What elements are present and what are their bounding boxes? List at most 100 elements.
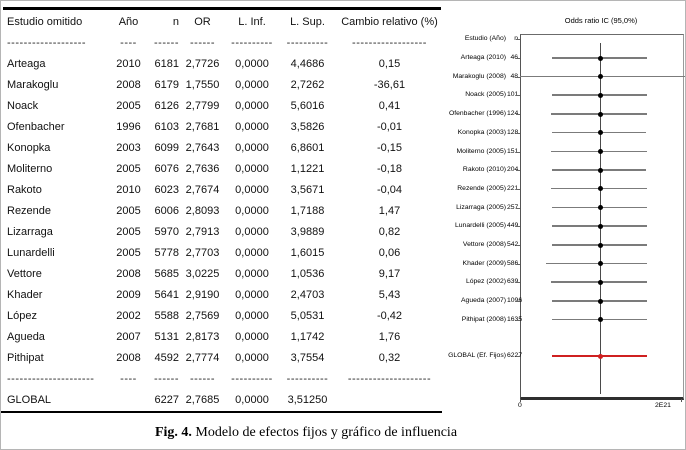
table-cell: 6006 <box>154 205 179 217</box>
table-cell: 2,8173 <box>185 331 220 343</box>
table-cell: 0,0000 <box>235 121 269 133</box>
table-cell: L. Sup. <box>290 16 325 28</box>
figure-caption-text: Modelo de efectos fijos y gráfico de inf… <box>191 425 458 440</box>
table-cell: ---------- <box>231 37 273 49</box>
table-cell: Konopka <box>7 142 51 154</box>
study-label: Lizarraga (2005) <box>456 203 506 211</box>
odds-ratio-dot <box>597 55 603 61</box>
study-n-value: 204 <box>507 166 519 174</box>
table-cell: ------ <box>154 373 179 385</box>
study-label: Pithipat (2008) <box>461 315 506 323</box>
axis-tick <box>516 226 520 228</box>
table-cell: -36,61 <box>373 79 406 91</box>
table-bottom-rule <box>1 411 442 413</box>
table-cell: 0,82 <box>378 226 401 238</box>
table-cell: 5685 <box>154 268 179 280</box>
study-n-value: 586 <box>507 259 519 267</box>
table-cell: --------------------- <box>7 373 95 385</box>
table-cell: 5,6016 <box>290 100 325 112</box>
table-cell: 5588 <box>154 310 179 322</box>
table-cell: 2008 <box>116 268 141 280</box>
study-label: Vettore (2008) <box>462 241 506 248</box>
table-cell: 2005 <box>116 100 141 112</box>
table-cell: 0,0000 <box>235 226 269 238</box>
table-cell: 0,0000 <box>235 163 269 175</box>
table-cell: 3,7554 <box>290 352 325 364</box>
table-cell: 0,41 <box>378 100 401 112</box>
table-cell: 2010 <box>116 184 141 196</box>
study-n-value: 542 <box>507 241 519 248</box>
table-cell: 6179 <box>154 79 179 91</box>
study-label: Rezende (2005) <box>457 184 506 192</box>
table-row: Khader 2009 5641 2,9190 0,0000 2,4703 5,43 <box>7 285 442 306</box>
plot-area <box>520 34 684 400</box>
study-label: Ofenbacher (1996) <box>448 110 506 118</box>
table-cell: Cambio relativo (%) <box>341 16 438 28</box>
table-cell: 2008 <box>116 79 141 91</box>
table-cell: 0,0000 <box>235 58 269 70</box>
table-row: Ofenbacher 1996 6103 2,7681 0,0000 3,5826 -0,0… <box>7 117 442 138</box>
study-n-value: 6227 <box>507 352 523 359</box>
axis-tick <box>516 95 520 97</box>
table-cell: 5,0531 <box>290 310 325 322</box>
table-cell: Khader <box>7 289 43 301</box>
table-cell: 2002 <box>116 310 141 322</box>
table-cell: 1,6015 <box>290 247 325 259</box>
table-row: Lunardelli 2005 5778 2,7703 0,0000 1,6015 0,06 <box>7 243 442 264</box>
axis-tick <box>516 151 520 153</box>
table-cell: 0,0000 <box>235 352 269 364</box>
table-cell: Noack <box>7 100 39 112</box>
table-cell: 0,0000 <box>235 142 269 154</box>
table-cell: Vettore <box>7 268 42 280</box>
table-cell: 3,51250 <box>287 394 328 406</box>
table-cell: ------ <box>190 37 215 49</box>
table-cell: 1,7188 <box>290 205 325 217</box>
table-cell: ------------------ <box>352 37 427 49</box>
study-label: Agueda (2007) <box>461 297 506 305</box>
table-cell: Lunardelli <box>7 247 55 259</box>
table-cell: 1996 <box>116 121 141 133</box>
table-cell: Año <box>118 16 139 28</box>
table-cell: -0,04 <box>376 184 403 196</box>
table-cell: 2,7643 <box>185 142 220 154</box>
table-cell: 6076 <box>154 163 179 175</box>
table-row: Rakoto 2010 6023 2,7674 0,0000 3,5671 -0,04 <box>7 180 442 201</box>
odds-ratio-dot <box>597 205 603 211</box>
table-cell: 3,5826 <box>290 121 325 133</box>
forest-plot-title: Odds ratio IC (95,0%) <box>564 16 638 25</box>
table-cell: 6103 <box>154 121 179 133</box>
odds-ratio-dot <box>597 92 603 98</box>
axis-tick <box>516 114 520 116</box>
study-n-value: 1635 <box>507 315 523 323</box>
odds-ratio-dot <box>597 242 603 248</box>
table-row: Vettore 2008 5685 3,0225 0,0000 1,0536 9,17 <box>7 264 442 285</box>
table-cell: 1,1221 <box>290 163 325 175</box>
table-row: Moliterno 2005 6076 2,7636 0,0000 1,1221 -0,18 <box>7 159 442 180</box>
study-n-value: 639 <box>507 278 519 286</box>
table-cell: 2003 <box>116 142 141 154</box>
table-row: Rezende 2005 6006 2,8093 0,0000 1,7188 1,47 <box>7 201 442 222</box>
axis-tick <box>516 170 520 172</box>
axis-tick <box>516 245 520 246</box>
table-cell: 2,7799 <box>185 100 220 112</box>
table-cell: 6,8601 <box>290 142 325 154</box>
table-cell: 2,9190 <box>185 289 220 301</box>
table-cell: ---- <box>120 37 137 49</box>
study-label: Arteaga (2010) <box>460 54 506 61</box>
table-row: Agueda 2007 5131 2,8173 0,0000 1,1742 1,76 <box>7 327 442 348</box>
axis-tick <box>516 282 520 284</box>
odds-ratio-dot <box>597 353 603 359</box>
axis-tick <box>516 319 520 321</box>
table-cell: Marakoglu <box>7 79 59 91</box>
study-label: GLOBAL (Ef. Fijos) <box>448 352 506 359</box>
axis-tick <box>516 39 520 40</box>
table-cell: Agueda <box>7 331 45 343</box>
table-cell: Ofenbacher <box>7 121 65 133</box>
table-cell: 0,32 <box>378 352 401 364</box>
confidence-interval-line <box>520 75 685 78</box>
table-cell: GLOBAL <box>7 394 52 406</box>
table-cell: 2,7262 <box>290 79 325 91</box>
table-top-rule <box>3 7 441 10</box>
table-cell: -0,18 <box>376 163 403 175</box>
table-cell: 2,7774 <box>185 352 220 364</box>
